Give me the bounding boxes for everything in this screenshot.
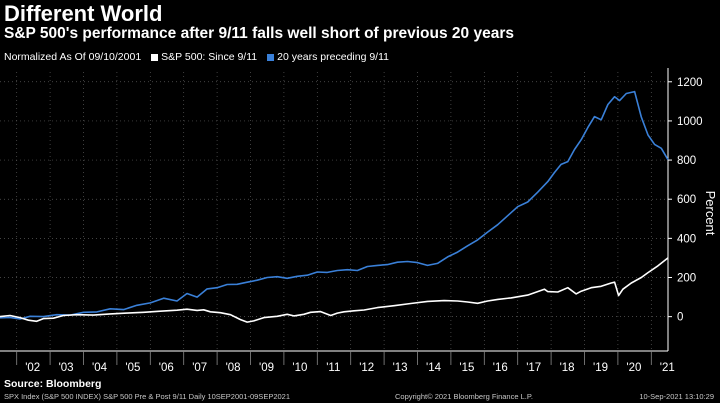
source-note: Source: Bloomberg xyxy=(4,378,102,390)
line-chart: '02 '03 '04 '05 '06 '07 '08 '09 '10 '11 '12 '13 '14 '… xyxy=(0,68,718,374)
chart-title: Different World xyxy=(4,1,163,26)
y-tick-label: 200 xyxy=(677,273,696,285)
x-tick-label: '16 xyxy=(493,362,508,374)
x-tick-label: '13 xyxy=(393,362,408,374)
x-tick-label: '02 xyxy=(25,362,40,374)
x-axis: '02 '03 '04 '05 '06 '07 '08 '09 '10 '11 '12 '13 '14 '… xyxy=(0,350,675,374)
series-group xyxy=(0,90,669,323)
chart-subtitle: S&P 500's performance after 9/11 falls w… xyxy=(4,25,514,42)
legend-item-normalized: Normalized As Of 09/10/2001 xyxy=(4,51,141,63)
footer-copyright: Copyright© 2021 Bloomberg Finance L.P. xyxy=(395,392,533,401)
y-tick-label: 600 xyxy=(677,194,696,206)
footer-ticker-info: SPX Index (S&P 500 INDEX) S&P 500 Pre & … xyxy=(4,392,291,401)
x-tick-label: '06 xyxy=(159,362,174,374)
x-tick-label: '05 xyxy=(125,362,140,374)
x-tick-label: '15 xyxy=(459,362,474,374)
x-tick-label: '08 xyxy=(226,362,241,374)
y-axis: 0 200 400 600 800 1000 1200 xyxy=(667,68,703,351)
x-tick-label: '14 xyxy=(426,362,442,374)
x-tick-label: '21 xyxy=(660,362,675,374)
x-tick-label: '10 xyxy=(292,362,307,374)
y-tick-label: 0 xyxy=(677,312,683,324)
x-tick-label: '12 xyxy=(359,362,374,374)
y-tick-label: 800 xyxy=(677,155,696,167)
x-tick-label: '03 xyxy=(59,362,74,374)
series-line-preceding-911 xyxy=(0,90,669,320)
series-line-since-911 xyxy=(0,257,669,323)
y-tick-label: 1200 xyxy=(677,77,703,89)
x-tick-label: '09 xyxy=(259,362,274,374)
legend-item-since-911: S&P 500: Since 9/11 xyxy=(151,51,257,63)
x-tick-label: '11 xyxy=(326,362,340,374)
y-axis-label: Percent xyxy=(703,191,718,236)
x-tick-label: '04 xyxy=(92,362,108,374)
legend: Normalized As Of 09/10/2001 S&P 500: Sin… xyxy=(4,51,389,63)
x-tick-label: '20 xyxy=(626,362,641,374)
x-tick-label: '07 xyxy=(192,362,207,374)
y-tick-label: 1000 xyxy=(677,116,703,128)
legend-swatch-preceding-911 xyxy=(267,53,275,61)
x-tick-label: '17 xyxy=(526,362,541,374)
legend-label-since-911: S&P 500: Since 9/11 xyxy=(161,51,258,63)
footer-timestamp: 10-Sep-2021 13:10:29 xyxy=(639,392,714,401)
legend-item-preceding-911: 20 years preceding 9/11 xyxy=(267,51,389,63)
grid xyxy=(0,72,668,351)
x-tick-label: '18 xyxy=(560,362,575,374)
legend-label-preceding-911: 20 years preceding 9/11 xyxy=(277,51,389,63)
legend-label-normalized: Normalized As Of 09/10/2001 xyxy=(4,51,142,63)
y-tick-label: 400 xyxy=(677,233,696,245)
legend-swatch-since-911 xyxy=(151,53,159,61)
x-tick-label: '19 xyxy=(593,362,608,374)
